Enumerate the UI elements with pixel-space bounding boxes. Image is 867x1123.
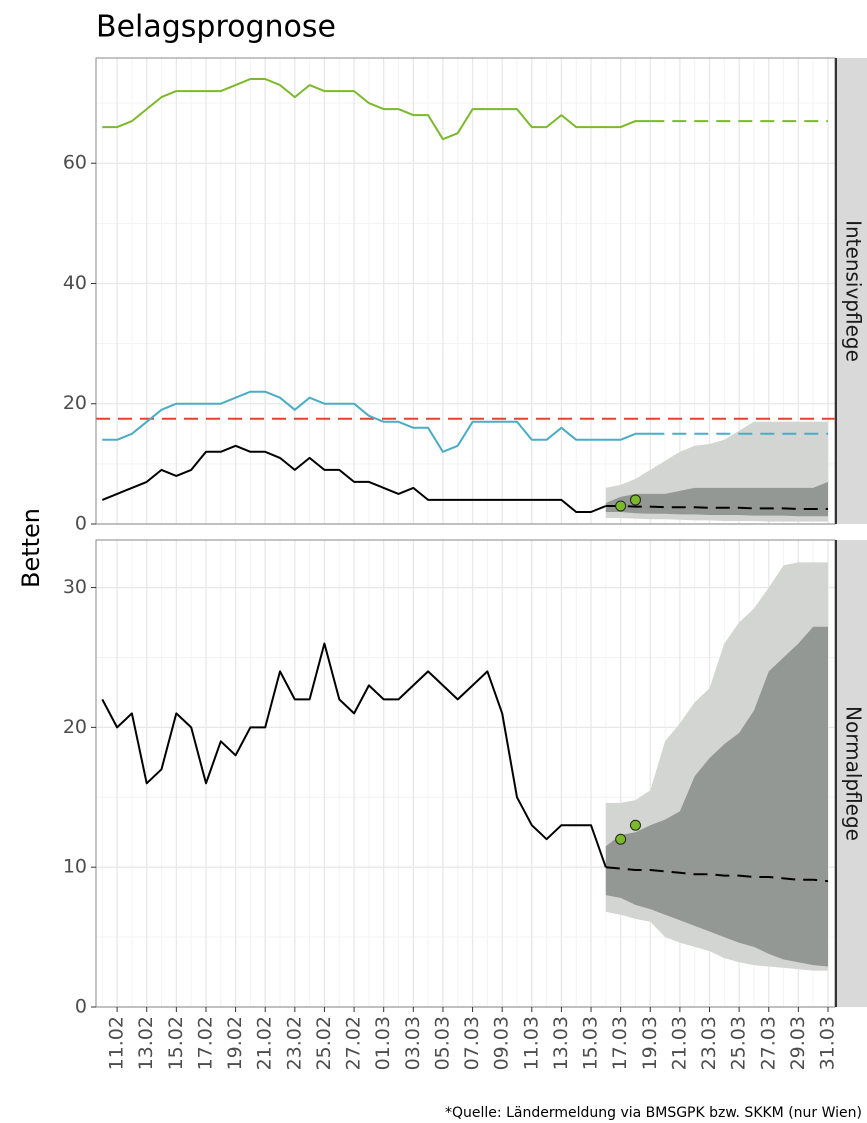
y-tick-label: 40 — [63, 272, 87, 294]
strip — [837, 58, 867, 524]
y-tick-label: 0 — [75, 513, 87, 535]
strip-label: Intensivpflege — [842, 220, 866, 362]
forecast-band — [605, 626, 828, 967]
x-tick-label: 11.02 — [106, 1016, 128, 1070]
x-tick-label: 01.03 — [372, 1016, 394, 1070]
x-tick-label: 25.03 — [728, 1016, 750, 1070]
data-point — [629, 494, 641, 506]
x-tick-label: 27.02 — [343, 1016, 365, 1070]
x-tick-label: 17.02 — [195, 1016, 217, 1070]
data-point — [615, 833, 627, 845]
x-tick-label: 19.03 — [639, 1016, 661, 1070]
y-axis-label: Betten — [17, 508, 45, 588]
x-tick-label: 29.03 — [787, 1016, 809, 1070]
chart-title: Belagsprognose — [96, 10, 336, 45]
y-tick-label: 20 — [63, 392, 87, 414]
x-tick-label: 07.03 — [461, 1016, 483, 1070]
x-tick-label: 11.03 — [520, 1016, 542, 1070]
line — [605, 866, 829, 883]
x-tick-label: 23.02 — [283, 1016, 305, 1070]
data-point — [629, 819, 641, 831]
x-tick-label: 21.02 — [254, 1016, 276, 1070]
line — [605, 505, 828, 510]
line — [102, 390, 651, 453]
x-tick-label: 13.02 — [135, 1016, 157, 1070]
y-tick-label: 30 — [63, 576, 87, 598]
x-tick-label: 05.03 — [431, 1016, 453, 1070]
x-tick-label: 09.03 — [491, 1016, 513, 1070]
x-tick-label: 13.03 — [550, 1016, 572, 1070]
y-tick-label: 0 — [75, 996, 87, 1018]
x-tick-label: 25.02 — [313, 1016, 335, 1070]
x-tick-label: 23.03 — [698, 1016, 720, 1070]
line — [101, 444, 607, 513]
y-tick-label: 60 — [63, 152, 87, 174]
x-tick-label: 15.02 — [165, 1016, 187, 1070]
x-tick-label: 03.03 — [402, 1016, 424, 1070]
strip-label: Normalpflege — [842, 706, 866, 841]
x-tick-label: 17.03 — [609, 1016, 631, 1070]
line — [102, 78, 651, 141]
caption: *Quelle: Ländermeldung via BMSGPK bzw. S… — [445, 1105, 862, 1121]
x-tick-label: 19.02 — [224, 1016, 246, 1070]
x-tick-label: 31.03 — [817, 1016, 839, 1070]
line — [101, 642, 607, 868]
x-tick-label: 15.03 — [580, 1016, 602, 1070]
data-point — [615, 500, 627, 512]
y-tick-label: 10 — [63, 856, 87, 878]
x-tick-label: 27.03 — [757, 1016, 779, 1070]
y-tick-label: 20 — [63, 716, 87, 738]
x-tick-label: 21.03 — [668, 1016, 690, 1070]
strip — [837, 540, 867, 1007]
